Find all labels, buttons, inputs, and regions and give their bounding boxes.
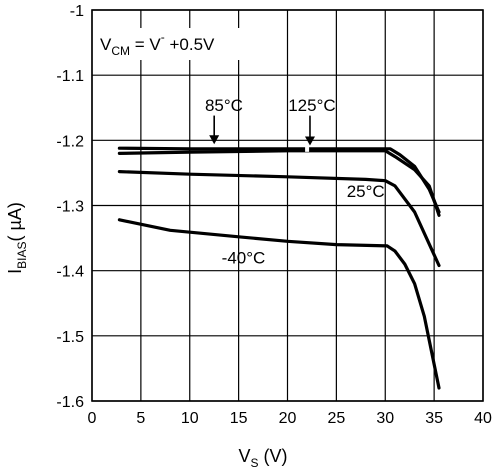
series-annotation: -40°C: [222, 248, 266, 267]
x-tick-label: 0: [88, 410, 97, 427]
curve-gap-marker: [305, 146, 310, 152]
y-tick-labels: -1 -1.1 -1.2 -1.3 -1.4 -1.5 -1.6: [56, 3, 84, 411]
condition-v: V: [100, 35, 112, 54]
x-axis-title-sub: S: [251, 456, 259, 468]
series-annotation: 85°C: [205, 96, 243, 115]
x-tick-label: 20: [279, 410, 297, 427]
grid-lines: [91, 9, 484, 402]
condition-label-box: [96, 28, 246, 60]
condition-sub: CM: [111, 44, 130, 58]
x-tick-label: 35: [425, 410, 443, 427]
condition-tail: +0.5V: [165, 35, 215, 54]
y-axis-title: IBIAS( µA): [5, 202, 29, 274]
annotation-arrow-head: [209, 135, 220, 145]
y-tick-label: -1.3: [56, 199, 84, 216]
x-axis-title-unit: (V): [259, 446, 288, 466]
y-axis-title-unit: ( µA): [5, 202, 25, 241]
series-line: [117, 149, 441, 217]
condition-sup: -: [161, 30, 165, 44]
plot-frame: [91, 9, 484, 402]
y-tick-label: -1.2: [56, 133, 84, 150]
x-tick-label: 40: [474, 410, 492, 427]
y-axis-title-sub: BIAS: [15, 242, 29, 269]
series-annotation: 25°C: [347, 182, 385, 201]
condition-label: VCM = V- +0.5V: [100, 30, 215, 58]
series-line: [117, 170, 441, 268]
series-annotations: 85°C 125°C 25°C -40°C: [205, 96, 385, 267]
x-tick-label: 30: [376, 410, 394, 427]
x-tick-labels: 0 5 10 15 20 25 30 35 40: [88, 410, 492, 427]
x-tick-label: 10: [181, 410, 199, 427]
y-tick-label: -1.5: [56, 329, 84, 346]
y-axis-title-main: I: [5, 269, 25, 274]
y-tick-label: -1.1: [56, 68, 84, 85]
y-tick-label: -1: [70, 3, 84, 20]
x-axis-title-main: V: [238, 446, 250, 466]
series-line: [117, 146, 441, 214]
x-tick-label: 15: [230, 410, 248, 427]
x-axis-title: VS (V): [238, 446, 287, 468]
series-annotation: 125°C: [288, 96, 335, 115]
condition-mid: = V: [130, 35, 161, 54]
y-tick-label: -1.4: [56, 264, 84, 281]
label-arrows: [209, 115, 315, 152]
x-tick-label: 25: [327, 410, 345, 427]
series-line: [117, 218, 441, 390]
annotation-arrow-head: [304, 136, 315, 146]
data-series: [117, 146, 441, 390]
x-tick-label: 5: [136, 410, 145, 427]
y-tick-label: -1.6: [56, 394, 84, 411]
